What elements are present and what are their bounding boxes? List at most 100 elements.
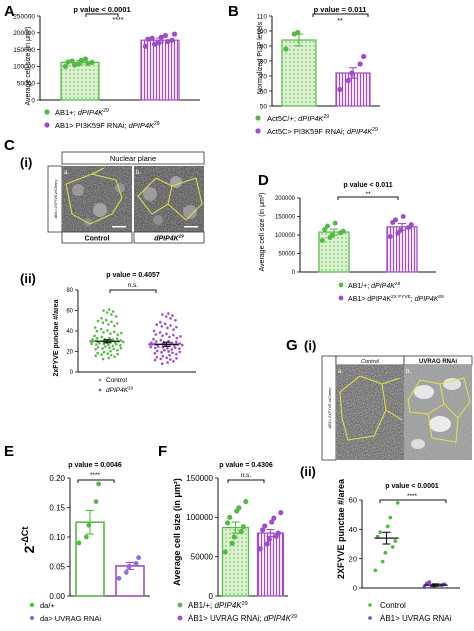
y-tick-label: 0	[31, 97, 35, 104]
caption-control: Control	[85, 236, 110, 243]
legend-marker-purple	[44, 122, 50, 128]
data-point	[167, 312, 170, 315]
legend-e: da/+ da> UVRAG RNAi	[29, 601, 101, 623]
data-point	[108, 346, 111, 350]
data-point	[96, 319, 100, 323]
data-point	[162, 32, 169, 39]
data-point	[175, 357, 178, 360]
data-point	[121, 340, 125, 344]
data-point	[390, 545, 395, 549]
data-point	[111, 310, 115, 313]
significance-bracket	[109, 289, 157, 293]
data-point	[173, 346, 177, 349]
data-point	[142, 43, 149, 49]
chart-f: 0 50000 100000 150000	[186, 474, 288, 601]
y-tick-label: 20	[66, 350, 73, 356]
side-label-g: AB1> 2XFYVE-mCherry	[328, 386, 332, 429]
data-point	[83, 534, 89, 540]
y-tick-label: 0	[70, 370, 74, 376]
data-point	[114, 343, 118, 346]
data-point	[165, 356, 169, 360]
data-point	[155, 349, 159, 353]
data-point	[163, 348, 166, 352]
cell-outline	[381, 377, 403, 421]
data-point	[110, 313, 113, 316]
data-point	[380, 559, 385, 564]
chart-c-ii: 0 20 40 60 80	[66, 288, 196, 376]
data-point	[169, 37, 175, 43]
legend-marker-purple	[98, 388, 102, 392]
data-point	[85, 60, 91, 66]
cell-outline	[167, 177, 203, 221]
legend-marker-green	[44, 109, 50, 115]
pvalue-c: p value = 0.4057	[106, 272, 160, 279]
bar	[281, 39, 317, 107]
data-point	[161, 313, 164, 316]
data-point	[373, 568, 378, 573]
y-tick-label: 110	[257, 13, 268, 20]
data-point	[102, 309, 105, 312]
significance-bracket	[77, 479, 115, 483]
pvalue-e: p value = 0.0046	[68, 462, 122, 469]
data-point	[222, 549, 228, 555]
y-tick-label: 50000	[17, 80, 35, 87]
bar	[318, 231, 350, 273]
y-tick-label: 0	[292, 270, 296, 276]
image-label-b-g: b.	[406, 369, 411, 375]
y-tick-label: 20	[349, 554, 357, 563]
y-tick-label: 200000	[275, 196, 296, 202]
data-point	[172, 359, 175, 363]
y-tick-label: 50000	[191, 552, 214, 561]
data-point	[96, 346, 100, 349]
data-point	[69, 58, 75, 64]
data-point	[165, 38, 171, 45]
data-point	[105, 311, 109, 314]
y-tick-label: 100000	[275, 233, 296, 239]
data-point	[65, 59, 71, 65]
data-point	[100, 316, 103, 320]
data-point	[161, 354, 165, 358]
data-point	[160, 362, 164, 365]
data-point	[116, 333, 120, 337]
data-point	[340, 228, 346, 234]
data-point	[104, 345, 107, 348]
legend-marker-green	[177, 602, 183, 608]
panel-label-a: A	[4, 3, 15, 20]
data-point	[262, 523, 268, 529]
y-tick-label: 0.20	[49, 474, 65, 483]
data-point	[154, 333, 158, 336]
legend-e-2: da> UVRAG RNAi	[40, 614, 101, 623]
data-point	[229, 540, 235, 546]
y-tick-label: 150000	[186, 474, 213, 483]
pvalue-f: p value = 0.4306	[219, 462, 273, 469]
data-point	[337, 86, 343, 93]
data-point	[168, 353, 171, 357]
data-point	[269, 519, 275, 525]
data-point	[169, 324, 172, 327]
data-point	[149, 35, 155, 41]
stars-b: **	[337, 18, 343, 25]
micrograph-g-control: a.	[336, 365, 404, 460]
data-point	[227, 514, 233, 520]
data-point	[107, 343, 110, 347]
y-tick-label: 90	[260, 43, 268, 50]
data-point	[89, 59, 95, 65]
legend-c-1: Control	[106, 377, 128, 384]
data-point	[111, 344, 115, 348]
pvalue-g: p value < 0.0001	[385, 483, 439, 490]
data-point	[163, 322, 167, 326]
legend-c: Control dPIP4K29	[98, 377, 134, 394]
panel-g-sub-i: (i)	[304, 338, 316, 353]
data-point	[385, 524, 390, 529]
data-point	[283, 46, 289, 52]
bar	[256, 532, 285, 597]
data-point	[102, 350, 106, 354]
data-point	[422, 585, 427, 590]
data-point	[166, 347, 169, 350]
y-tick-label: 0.15	[49, 503, 65, 512]
data-point	[345, 77, 351, 84]
data-point	[91, 338, 94, 341]
legend-marker-purple	[368, 616, 372, 620]
data-point	[260, 527, 266, 533]
